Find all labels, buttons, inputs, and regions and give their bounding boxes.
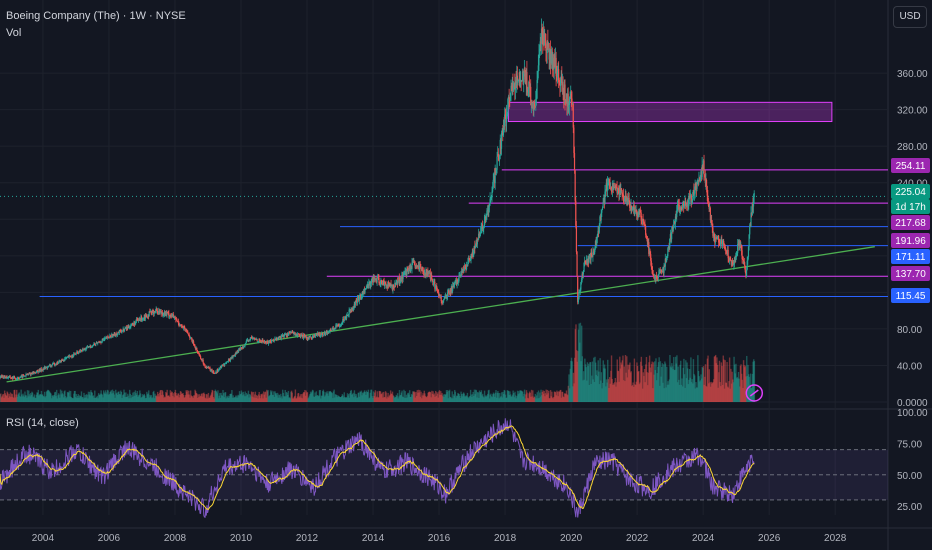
x-tick-label: 2004 <box>32 533 55 544</box>
svg-text:137.70: 137.70 <box>895 269 926 280</box>
svg-text:254.11: 254.11 <box>896 161 926 172</box>
trend-line[interactable] <box>6 246 875 383</box>
x-tick-label: 2026 <box>758 533 781 544</box>
price-scale-tag: 137.70 <box>891 266 930 281</box>
rsi-tick-label: 50.00 <box>897 471 922 482</box>
svg-text:191.96: 191.96 <box>895 236 926 247</box>
rsi-tick-label: 75.00 <box>897 439 922 450</box>
x-tick-label: 2008 <box>164 533 187 544</box>
price-scale-tag: 254.11 <box>891 158 930 173</box>
x-tick-label: 2016 <box>428 533 451 544</box>
horizontal-levels[interactable] <box>0 169 888 298</box>
trendline[interactable] <box>6 246 875 383</box>
x-tick-label: 2014 <box>362 533 385 544</box>
svg-text:171.11: 171.11 <box>896 252 926 263</box>
y-tick-label: 320.00 <box>897 106 928 117</box>
rsi-line <box>0 418 755 518</box>
dividend-icon[interactable] <box>745 384 764 402</box>
price-series <box>0 18 755 381</box>
y-tick-label: 280.00 <box>897 142 928 153</box>
price-scale-labels: 254.11 225.04 1d 17h 217.68 191.96 171.11 137.… <box>891 158 930 303</box>
x-tick-label: 2012 <box>296 533 319 544</box>
supply-zone[interactable] <box>507 101 833 123</box>
x-tick-label: 2018 <box>494 533 517 544</box>
svg-text:225.04: 225.04 <box>895 187 926 198</box>
currency-button[interactable]: USD <box>893 6 927 28</box>
price-scale-tag: 217.68 <box>891 215 930 230</box>
price-scale-tag: 171.11 <box>891 249 930 264</box>
svg-text:217.68: 217.68 <box>895 218 926 229</box>
volume-bars <box>0 322 756 402</box>
x-tick-label: 2024 <box>692 533 715 544</box>
volume-label[interactable]: Vol <box>6 27 22 39</box>
price-scale-tag: 225.04 <box>891 184 930 199</box>
x-tick-label: 2020 <box>560 533 583 544</box>
rsi-tick-label: 100.00 <box>897 408 928 419</box>
x-tick-label: 2006 <box>98 533 121 544</box>
price-scale-tag: 115.45 <box>891 288 930 303</box>
svg-text:1d 17h: 1d 17h <box>895 202 926 213</box>
rsi-title[interactable]: RSI (14, close) <box>6 417 79 429</box>
rsi-tick-label: 25.00 <box>897 502 922 513</box>
y-tick-label: 0.0000 <box>897 398 928 409</box>
y-tick-label: 40.00 <box>897 361 922 372</box>
x-tick-label: 2022 <box>626 533 649 544</box>
x-tick-label: 2028 <box>824 533 847 544</box>
y-tick-label: 80.00 <box>897 325 922 336</box>
y-tick-label: 360.00 <box>897 69 928 80</box>
price-scale-tag: 191.96 <box>891 233 930 248</box>
rsi-ma-line <box>0 425 755 511</box>
zone-rectangle[interactable] <box>507 101 833 123</box>
symbol-title[interactable]: Boeing Company (The) · 1W · NYSE <box>6 10 186 22</box>
svg-text:115.45: 115.45 <box>896 291 926 302</box>
rsi-pane <box>0 418 888 518</box>
x-tick-label: 2010 <box>230 533 253 544</box>
price-scale-tag: 1d 17h <box>891 199 930 214</box>
